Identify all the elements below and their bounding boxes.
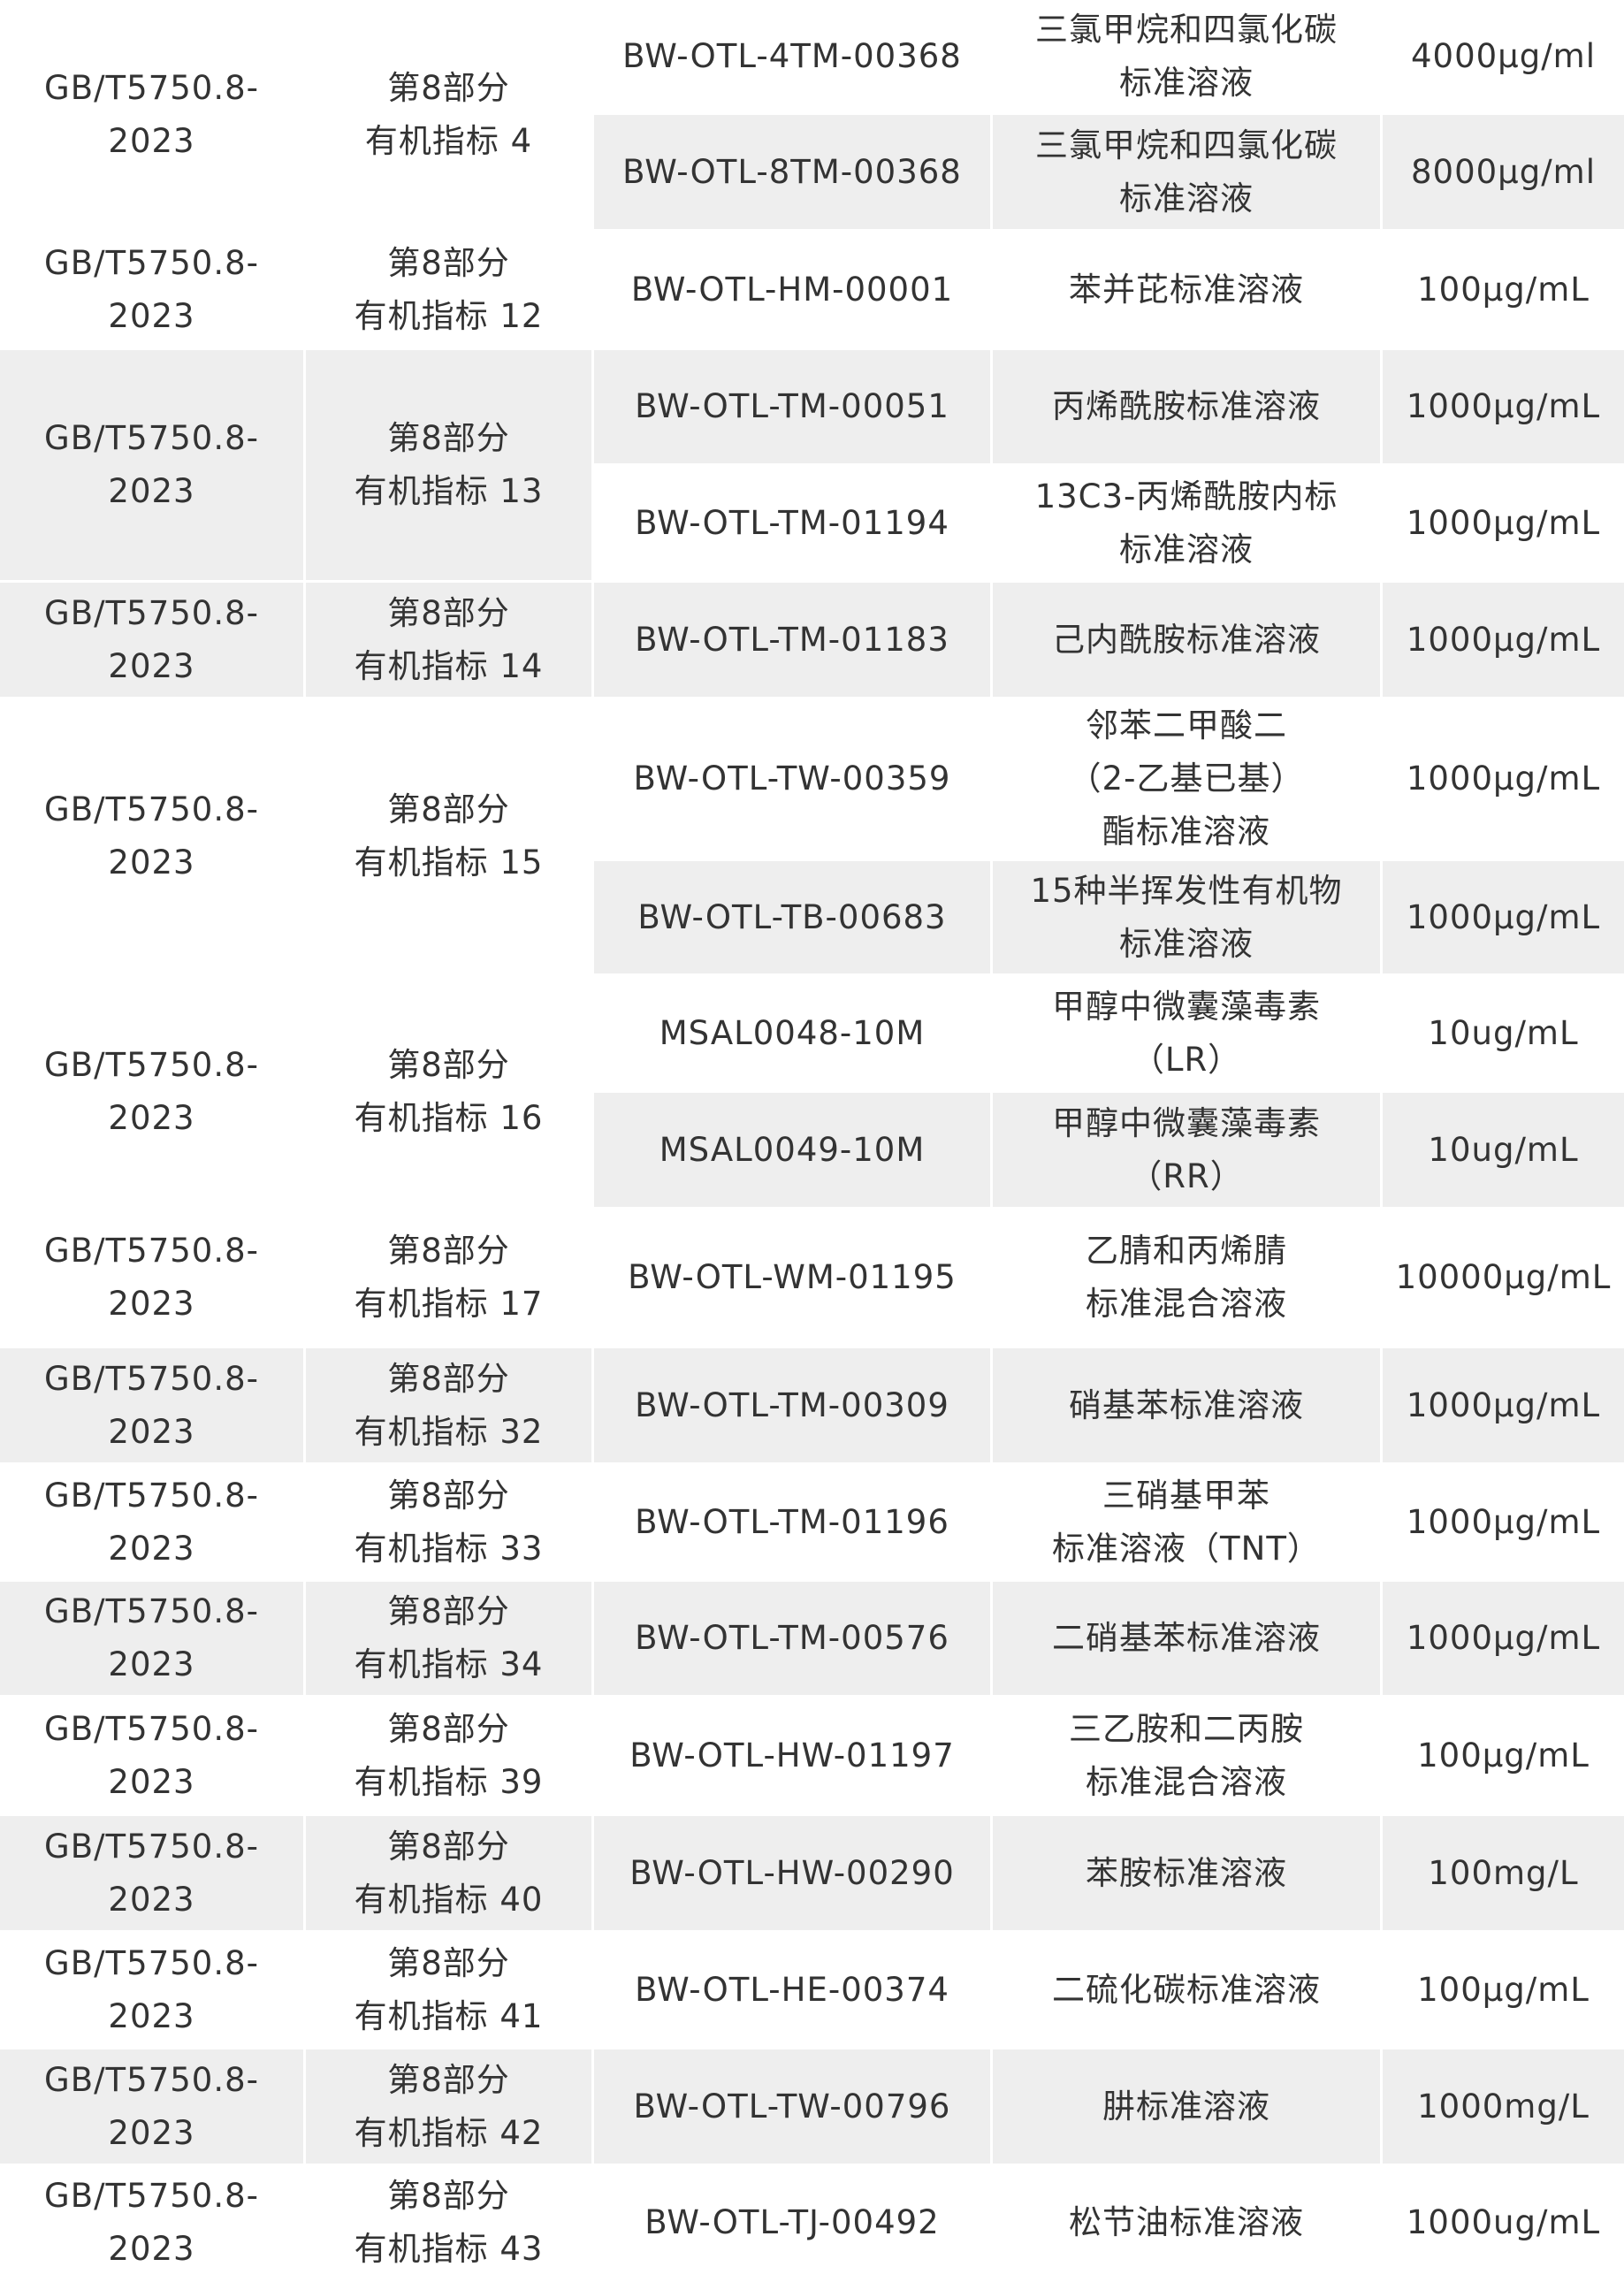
product-name-cell: 15种半挥发性有机物 标准溶液 <box>993 861 1383 976</box>
indicator-cell: 第8部分 有机指标 33 <box>306 1465 594 1582</box>
concentration-cell: 100μg/mL <box>1383 1933 1624 2049</box>
product-code-cell: BW-OTL-TM-00576 <box>594 1582 993 1698</box>
concentration-cell: 8000μg/ml <box>1383 115 1624 232</box>
concentration-cell: 1000mg/L <box>1383 2049 1624 2166</box>
product-name-cell: 三乙胺和二丙胺 标准混合溶液 <box>993 1698 1383 1816</box>
product-name-cell: 甲醇中微囊藻毒素 （RR） <box>993 1093 1383 1210</box>
product-code-cell: BW-OTL-HW-00290 <box>594 1816 993 1933</box>
standard-cell: GB/T5750.8- 2023 <box>0 976 306 1210</box>
product-code-cell: BW-OTL-WM-01195 <box>594 1210 993 1348</box>
indicator-cell: 第8部分 有机指标 43 <box>306 2166 594 2282</box>
product-code-cell: BW-OTL-TJ-00492 <box>594 2166 993 2282</box>
concentration-cell: 1000μg/mL <box>1383 583 1624 699</box>
concentration-cell: 1000ug/mL <box>1383 2166 1624 2282</box>
product-name-cell: 丙烯酰胺标准溶液 <box>993 350 1383 466</box>
indicator-cell: 第8部分 有机指标 17 <box>306 1210 594 1348</box>
concentration-cell: 100mg/L <box>1383 1816 1624 1933</box>
product-name-cell: 苯胺标准溶液 <box>993 1816 1383 1933</box>
product-code-cell: BW-OTL-TB-00683 <box>594 861 993 976</box>
standard-cell: GB/T5750.8- 2023 <box>0 583 306 699</box>
indicator-cell: 第8部分 有机指标 39 <box>306 1698 594 1816</box>
standard-cell: GB/T5750.8- 2023 <box>0 350 306 583</box>
product-name-cell: 邻苯二甲酸二 （2-乙基已基） 酯标准溶液 <box>993 699 1383 861</box>
indicator-cell: 第8部分 有机指标 4 <box>306 0 594 232</box>
product-code-cell: BW-OTL-TM-01196 <box>594 1465 993 1582</box>
concentration-cell: 1000μg/mL <box>1383 699 1624 861</box>
concentration-cell: 1000μg/mL <box>1383 350 1624 466</box>
product-code-cell: MSAL0048-10M <box>594 976 993 1093</box>
indicator-cell: 第8部分 有机指标 12 <box>306 232 594 350</box>
indicator-cell: 第8部分 有机指标 34 <box>306 1582 594 1698</box>
product-code-cell: BW-OTL-TM-00051 <box>594 350 993 466</box>
indicator-cell: 第8部分 有机指标 14 <box>306 583 594 699</box>
concentration-cell: 10ug/mL <box>1383 1093 1624 1210</box>
concentration-cell: 100μg/mL <box>1383 232 1624 350</box>
concentration-cell: 1000μg/mL <box>1383 1582 1624 1698</box>
product-name-cell: 松节油标准溶液 <box>993 2166 1383 2282</box>
concentration-cell: 4000μg/ml <box>1383 0 1624 115</box>
product-code-cell: BW-OTL-TM-01183 <box>594 583 993 699</box>
product-name-cell: 苯并芘标准溶液 <box>993 232 1383 350</box>
product-name-cell: 三氯甲烷和四氯化碳 标准溶液 <box>993 0 1383 115</box>
product-code-cell: BW-OTL-TM-00309 <box>594 1348 993 1465</box>
product-name-cell: 硝基苯标准溶液 <box>993 1348 1383 1465</box>
product-name-cell: 乙腈和丙烯腈 标准混合溶液 <box>993 1210 1383 1348</box>
indicator-cell: 第8部分 有机指标 42 <box>306 2049 594 2166</box>
standard-cell: GB/T5750.8- 2023 <box>0 1582 306 1698</box>
standard-cell: GB/T5750.8- 2023 <box>0 1698 306 1816</box>
product-code-cell: BW-OTL-TM-01194 <box>594 466 993 583</box>
concentration-cell: 1000μg/mL <box>1383 861 1624 976</box>
product-name-cell: 三硝基甲苯 标准溶液（TNT） <box>993 1465 1383 1582</box>
indicator-cell: 第8部分 有机指标 16 <box>306 976 594 1210</box>
standard-cell: GB/T5750.8- 2023 <box>0 699 306 976</box>
concentration-cell: 1000μg/mL <box>1383 466 1624 583</box>
product-code-cell: BW-OTL-4TM-00368 <box>594 0 993 115</box>
indicator-cell: 第8部分 有机指标 15 <box>306 699 594 976</box>
standard-cell: GB/T5750.8- 2023 <box>0 1816 306 1933</box>
standard-cell: GB/T5750.8- 2023 <box>0 1933 306 2049</box>
standard-cell: GB/T5750.8- 2023 <box>0 1348 306 1465</box>
product-code-cell: BW-OTL-HW-01197 <box>594 1698 993 1816</box>
standard-cell: GB/T5750.8- 2023 <box>0 2049 306 2166</box>
indicator-cell: 第8部分 有机指标 40 <box>306 1816 594 1933</box>
product-name-cell: 13C3-丙烯酰胺内标 标准溶液 <box>993 466 1383 583</box>
standard-cell: GB/T5750.8- 2023 <box>0 1210 306 1348</box>
product-code-cell: BW-OTL-HE-00374 <box>594 1933 993 2049</box>
concentration-cell: 1000μg/mL <box>1383 1348 1624 1465</box>
product-name-cell: 二硝基苯标准溶液 <box>993 1582 1383 1698</box>
product-name-cell: 二硫化碳标准溶液 <box>993 1933 1383 2049</box>
product-code-cell: BW-OTL-TW-00359 <box>594 699 993 861</box>
standard-cell: GB/T5750.8- 2023 <box>0 1465 306 1582</box>
product-name-cell: 己内酰胺标准溶液 <box>993 583 1383 699</box>
indicator-cell: 第8部分 有机指标 13 <box>306 350 594 583</box>
product-name-cell: 肼标准溶液 <box>993 2049 1383 2166</box>
product-code-cell: MSAL0049-10M <box>594 1093 993 1210</box>
concentration-cell: 10000μg/mL <box>1383 1210 1624 1348</box>
concentration-cell: 100μg/mL <box>1383 1698 1624 1816</box>
product-code-cell: BW-OTL-8TM-00368 <box>594 115 993 232</box>
concentration-cell: 1000μg/mL <box>1383 1465 1624 1582</box>
standard-cell: GB/T5750.8- 2023 <box>0 0 306 232</box>
product-name-cell: 三氯甲烷和四氯化碳 标准溶液 <box>993 115 1383 232</box>
product-code-cell: BW-OTL-HM-00001 <box>594 232 993 350</box>
indicator-cell: 第8部分 有机指标 41 <box>306 1933 594 2049</box>
standard-cell: GB/T5750.8- 2023 <box>0 232 306 350</box>
product-code-cell: BW-OTL-TW-00796 <box>594 2049 993 2166</box>
standard-cell: GB/T5750.8- 2023 <box>0 2166 306 2282</box>
concentration-cell: 10ug/mL <box>1383 976 1624 1093</box>
product-name-cell: 甲醇中微囊藻毒素 （LR） <box>993 976 1383 1093</box>
indicator-cell: 第8部分 有机指标 32 <box>306 1348 594 1465</box>
